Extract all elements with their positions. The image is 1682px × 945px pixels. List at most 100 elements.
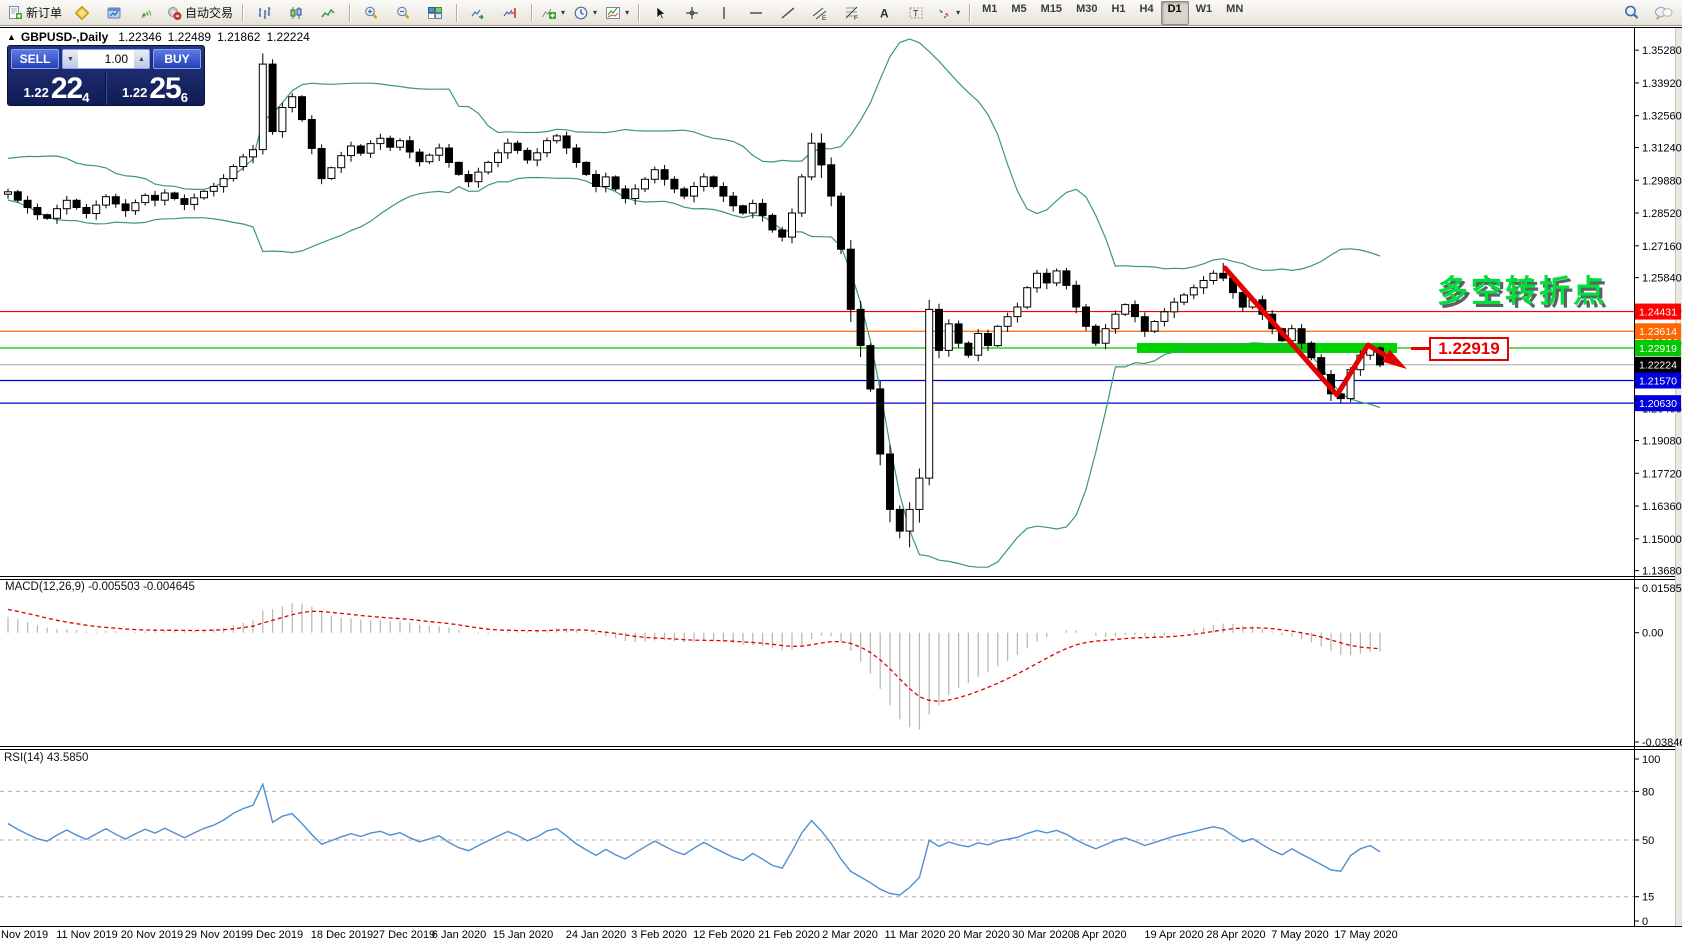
timeframe-h1-button[interactable]: H1 [1111, 2, 1126, 15]
zoom-in-icon [363, 5, 379, 21]
new-order-icon [7, 5, 23, 21]
timeframe-d1-button[interactable]: D1 [1160, 0, 1189, 25]
toolbar-text-label-button[interactable]: T [900, 1, 932, 25]
volume-input[interactable]: 1.00 [78, 50, 134, 68]
svg-text:3 Feb 2020: 3 Feb 2020 [631, 929, 687, 941]
toolbar-text-button[interactable]: A [868, 1, 900, 25]
timeframe-m1-button[interactable]: M1 [982, 2, 998, 15]
toolbar-tile-windows-button[interactable] [419, 1, 451, 25]
trendline-icon [780, 5, 796, 21]
toolbar-market-button[interactable] [98, 1, 130, 25]
svg-text:18 Dec 2019: 18 Dec 2019 [311, 929, 373, 941]
macd-histogram [7, 603, 1381, 730]
toolbar-chart-bars-button[interactable] [248, 1, 280, 25]
svg-text:1.16360: 1.16360 [1642, 501, 1682, 513]
toolbar-periods-button[interactable]: ▾ [569, 1, 601, 25]
search-icon [1623, 4, 1640, 21]
turning-point-annotation: 多空转折点 [1437, 274, 1607, 309]
svg-text:20 Mar 2020: 20 Mar 2020 [948, 929, 1010, 941]
pane-borders [0, 27, 1682, 927]
support-highlight-bar [1137, 343, 1397, 353]
toolbar-chart-candles-button[interactable] [280, 1, 312, 25]
sell-price[interactable]: 1.22 22 4 [8, 71, 106, 105]
toolbar-cursor-button[interactable] [644, 1, 676, 25]
templates-icon [605, 5, 621, 21]
svg-text:7 May 2020: 7 May 2020 [1271, 929, 1328, 941]
toolbar-chart-line-button[interactable] [312, 1, 344, 25]
chart-title-bar: ▲ GBPUSD-,Daily 1.22346 1.22489 1.21862 1.222… [7, 30, 316, 44]
window-right-scrollbar[interactable] [1675, 28, 1682, 926]
sell-button[interactable]: SELL [11, 49, 59, 69]
toolbar-new-order-button[interactable]: 新订单 [3, 1, 66, 25]
toolbar-arrows-button[interactable]: ▾ [932, 1, 964, 25]
toolbar-signals-button[interactable] [130, 1, 162, 25]
svg-text:9 Dec 2019: 9 Dec 2019 [247, 929, 303, 941]
toolbar-chat-button[interactable] [1647, 1, 1679, 25]
timeframe-m15-button[interactable]: M15 [1040, 2, 1063, 15]
svg-text:15 Jan 2020: 15 Jan 2020 [493, 929, 554, 941]
chevron-down-icon: ▾ [593, 8, 598, 17]
svg-text:80: 80 [1642, 786, 1654, 798]
toolbar-separator [969, 3, 971, 22]
candlestick-series [4, 53, 1384, 548]
one-click-trading-panel: SELL ▼ 1.00 ▲ BUY 1.22 22 4 1.22 25 6 [7, 45, 205, 106]
zoom-out-icon [395, 5, 411, 21]
timeframe-m30-button[interactable]: M30 [1076, 2, 1098, 15]
svg-text:8 Apr 2020: 8 Apr 2020 [1073, 929, 1126, 941]
svg-text:1.28520: 1.28520 [1642, 208, 1682, 220]
svg-text:11 Mar 2020: 11 Mar 2020 [885, 929, 946, 941]
toolbar-separator [349, 3, 351, 22]
chart-shift-icon [502, 5, 518, 21]
rsi-axis[interactable]: 100 80 50 15 0 [1634, 754, 1660, 928]
buy-price[interactable]: 1.22 25 6 [106, 71, 204, 105]
timeframe-mn-button[interactable]: MN [1226, 2, 1244, 15]
bar-chart-icon [256, 5, 272, 21]
signals-icon [138, 5, 154, 21]
svg-text:11 Nov 2019: 11 Nov 2019 [56, 929, 118, 941]
timeframe-h4-button[interactable]: H4 [1139, 2, 1154, 15]
toolbar-fibonacci-button[interactable]: F [836, 1, 868, 25]
fibonacci-icon: F [844, 5, 860, 21]
buy-price-prefix: 1.22 [122, 85, 148, 100]
timeframe-w1-button[interactable]: W1 [1195, 2, 1213, 15]
svg-text:15: 15 [1642, 892, 1654, 904]
sell-price-pip: 4 [82, 90, 90, 105]
toolbar-crosshair-button[interactable] [676, 1, 708, 25]
svg-text:1.24431: 1.24431 [1639, 306, 1677, 318]
svg-text:27 Dec 2019: 27 Dec 2019 [373, 929, 435, 941]
svg-text:6 Jan 2020: 6 Jan 2020 [432, 929, 486, 941]
toolbar-trendline-button[interactable] [772, 1, 804, 25]
toolbar-channel-button[interactable]: E [804, 1, 836, 25]
timeframe-m5-button[interactable]: M5 [1011, 2, 1027, 15]
toolbar-templates-button[interactable]: ▾ [601, 1, 633, 25]
macd-axis[interactable]: 0.015858 0.00 -0.038465 [1634, 583, 1682, 749]
toolbar-zoom-in-button[interactable] [355, 1, 387, 25]
svg-text:1.27160: 1.27160 [1642, 241, 1682, 253]
svg-text:100: 100 [1642, 754, 1660, 766]
market-icon [106, 5, 122, 21]
ohlc-high: 1.22489 [167, 30, 212, 44]
svg-text:1.17720: 1.17720 [1642, 468, 1682, 480]
buy-button[interactable]: BUY [153, 49, 201, 69]
macd-value: -0.005503 [88, 581, 140, 593]
svg-text:0.015858: 0.015858 [1642, 583, 1682, 595]
toolbar-vertical-line-button[interactable] [708, 1, 740, 25]
volume-increase-icon[interactable]: ▲ [134, 50, 149, 68]
volume-decrease-icon[interactable]: ▼ [63, 50, 78, 68]
chevron-down-icon: ▾ [561, 8, 566, 17]
toolbar-chart-shift-button[interactable] [494, 1, 526, 25]
collapse-panel-icon[interactable]: ▲ [7, 32, 16, 42]
toolbar-search-button[interactable] [1615, 1, 1647, 25]
svg-text:-0.038465: -0.038465 [1642, 737, 1682, 749]
toolbar-auto-scroll-button[interactable] [462, 1, 494, 25]
toolbar-horizontal-line-button[interactable] [740, 1, 772, 25]
toolbar-zoom-out-button[interactable] [387, 1, 419, 25]
toolbar-indicators-button[interactable]: ▾ [537, 1, 569, 25]
toolbar-community-button[interactable] [66, 1, 98, 25]
toolbar-autotrading-button[interactable]: 自动交易 [162, 1, 237, 25]
macd-signal-line [7, 608, 1381, 702]
toolbar-separator [242, 3, 244, 22]
